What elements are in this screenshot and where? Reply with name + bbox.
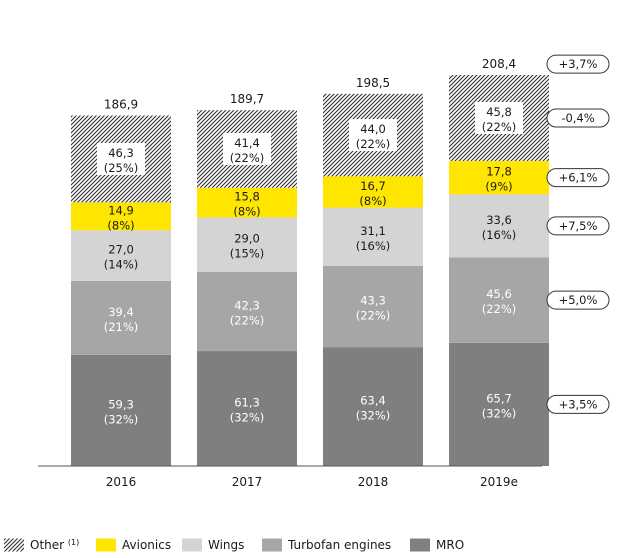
segment-share-label: (25%) bbox=[104, 161, 139, 175]
segment-value-label: 39,4 bbox=[108, 305, 134, 319]
x-tick-label-2017: 2017 bbox=[232, 475, 263, 489]
segment-share-label: (32%) bbox=[104, 412, 139, 426]
legend-label-other: Other (1) bbox=[30, 538, 79, 552]
segment-value-label: 46,3 bbox=[108, 146, 134, 160]
segment-share-label: (16%) bbox=[482, 228, 517, 242]
x-tick-label-2016: 2016 bbox=[106, 475, 137, 489]
segment-share-label: (32%) bbox=[230, 411, 265, 425]
segment-label-background bbox=[349, 119, 397, 152]
legend-label-mro: MRO bbox=[436, 538, 464, 552]
growth-rate-total-label: +3,7% bbox=[559, 57, 598, 71]
segment-share-label: (32%) bbox=[482, 406, 517, 420]
legend: Other (1) Avionics Wings Turbofan engines MR… bbox=[4, 538, 464, 552]
growth-rate-turbofan-engines-label: +5,0% bbox=[559, 293, 598, 307]
legend-swatch-turbofan-engines bbox=[262, 538, 282, 552]
bars-group bbox=[71, 75, 549, 466]
growth-rate-other-label: -0,4% bbox=[561, 111, 594, 125]
total-label-2017: 189,7 bbox=[230, 92, 264, 106]
segment-share-label: (8%) bbox=[233, 205, 260, 219]
segment-share-label: (15%) bbox=[230, 247, 265, 261]
x-tick-label-2018: 2018 bbox=[358, 475, 389, 489]
legend-label-avionics: Avionics bbox=[122, 538, 171, 552]
growth-rate-avionics-label: +6,1% bbox=[559, 171, 598, 185]
total-label-2019e: 208,4 bbox=[482, 57, 516, 71]
segment-share-label: (22%) bbox=[482, 302, 517, 316]
segment-share-label: (9%) bbox=[485, 180, 512, 194]
segment-value-label: 33,6 bbox=[486, 213, 512, 227]
bar-segment-mro-2017 bbox=[197, 351, 297, 466]
x-tick-label-2019e: 2019e bbox=[480, 475, 518, 489]
segment-value-label: 29,0 bbox=[234, 232, 260, 246]
bar-segment-wings-2018 bbox=[323, 207, 423, 266]
growth-rate-wings-pill bbox=[546, 216, 610, 236]
total-label-2018: 198,5 bbox=[356, 76, 390, 90]
bar-segment-mro-2018 bbox=[323, 347, 423, 466]
growth-rate-other-pill bbox=[546, 108, 610, 128]
segment-share-label: (14%) bbox=[104, 258, 139, 272]
segment-share-label: (8%) bbox=[359, 194, 386, 208]
segment-value-label: 31,1 bbox=[360, 224, 386, 238]
x-tick-labels-group: 2016 2017 2018 2019e bbox=[106, 475, 518, 489]
segment-value-label: 45,6 bbox=[486, 287, 512, 301]
bar-segment-avionics-2017 bbox=[197, 187, 297, 218]
bar-segment-wings-2019e bbox=[449, 194, 549, 258]
segment-value-label: 59,3 bbox=[108, 397, 134, 411]
legend-swatch-wings bbox=[182, 538, 202, 552]
segment-value-label: 44,0 bbox=[360, 122, 386, 136]
segment-value-label: 14,9 bbox=[108, 203, 134, 217]
bar-segment-mro-2016 bbox=[71, 354, 171, 466]
legend-swatch-mro bbox=[410, 538, 430, 552]
segment-value-label: 42,3 bbox=[234, 298, 260, 312]
segment-label-background bbox=[475, 102, 523, 134]
segment-share-label: (8%) bbox=[107, 218, 134, 232]
segment-value-label: 43,3 bbox=[360, 294, 386, 308]
bar-segment-wings-2016 bbox=[71, 230, 171, 281]
segment-labels-group: 59,3(32%)39,4(21%)27,0(14%)14,9(8%)46,3(… bbox=[97, 102, 523, 426]
bar-segment-turbofan-engines-2019e bbox=[449, 257, 549, 343]
segment-value-label: 27,0 bbox=[108, 243, 134, 257]
legend-swatch-other bbox=[4, 538, 24, 552]
segment-value-label: 15,8 bbox=[234, 190, 260, 204]
segment-value-label: 65,7 bbox=[486, 391, 512, 405]
segment-label-background bbox=[97, 142, 145, 175]
segment-share-label: (16%) bbox=[356, 239, 391, 253]
growth-rate-avionics-pill bbox=[546, 168, 610, 188]
bar-segment-avionics-2018 bbox=[323, 176, 423, 208]
legend-label-turbofan-engines: Turbofan engines bbox=[287, 538, 391, 552]
growth-rate-group: +3,5% +5,0% +7,5% +6,1% -0,4% +3,7% bbox=[546, 54, 610, 414]
bar-segment-avionics-2016 bbox=[71, 202, 171, 231]
growth-rate-mro-label: +3,5% bbox=[559, 397, 598, 411]
segment-share-label: (22%) bbox=[356, 137, 391, 151]
segment-share-label: (22%) bbox=[230, 313, 265, 327]
bar-segment-turbofan-engines-2018 bbox=[323, 265, 423, 348]
segment-value-label: 16,7 bbox=[360, 179, 386, 193]
bar-segment-wings-2017 bbox=[197, 217, 297, 272]
segment-value-label: 41,4 bbox=[234, 136, 260, 150]
growth-rate-turbofan-engines-pill bbox=[546, 290, 610, 310]
bar-segment-mro-2019e bbox=[449, 342, 549, 466]
legend-footnote-marker: (1) bbox=[68, 538, 79, 547]
legend-label-wings: Wings bbox=[208, 538, 244, 552]
growth-rate-total-pill bbox=[546, 54, 610, 74]
segment-share-label: (22%) bbox=[230, 151, 265, 165]
bar-segment-avionics-2019e bbox=[449, 160, 549, 195]
segment-share-label: (22%) bbox=[482, 120, 517, 134]
segment-value-label: 61,3 bbox=[234, 396, 260, 410]
segment-value-label: 17,8 bbox=[486, 165, 512, 179]
segment-value-label: 45,8 bbox=[486, 105, 512, 119]
legend-swatch-avionics bbox=[96, 538, 116, 552]
total-labels-group: 186,9 189,7 198,5 208,4 bbox=[104, 57, 516, 112]
growth-rate-mro-pill bbox=[546, 394, 610, 414]
segment-share-label: (21%) bbox=[104, 320, 139, 334]
segment-share-label: (22%) bbox=[356, 309, 391, 323]
total-label-2016: 186,9 bbox=[104, 98, 138, 112]
bar-segment-turbofan-engines-2016 bbox=[71, 280, 171, 355]
segment-value-label: 63,4 bbox=[360, 394, 386, 408]
bar-segment-turbofan-engines-2017 bbox=[197, 271, 297, 352]
growth-rate-wings-label: +7,5% bbox=[559, 219, 598, 233]
segment-label-background bbox=[223, 132, 271, 165]
segment-share-label: (32%) bbox=[356, 409, 391, 423]
